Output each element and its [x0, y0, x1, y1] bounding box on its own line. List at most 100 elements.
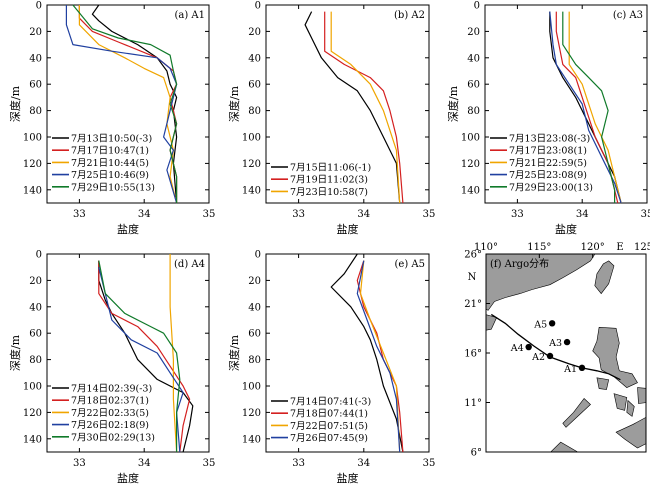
lon-tick-label: 110°: [474, 242, 498, 253]
argo-float-marker: [563, 338, 571, 346]
east-label: E: [616, 242, 623, 253]
y-tick-label: 40: [29, 53, 42, 64]
y-tick-label: 80: [467, 106, 480, 117]
panel-title: (c) A3: [613, 10, 643, 21]
x-tick-label: 35: [423, 209, 436, 220]
x-tick-label: 35: [203, 209, 216, 220]
series-line-2: [324, 11, 404, 204]
y-tick-label: 140: [461, 185, 480, 196]
legend-entry: 7月17日10:47(1): [71, 146, 149, 157]
y-tick-label: 60: [29, 329, 42, 340]
y-tick-label: 60: [29, 80, 42, 91]
x-tick-label: 34: [138, 458, 151, 469]
lon-tick-label: 120°: [581, 242, 605, 253]
y-tick-label: 80: [248, 106, 261, 117]
hainan-shape: [486, 314, 498, 331]
legend-entry: 7月22日02:33(5): [71, 408, 149, 419]
lat-tick-label: 16°: [464, 349, 482, 360]
series-line-1: [98, 260, 194, 453]
y-tick-label: 40: [467, 53, 480, 64]
north-label: N: [468, 272, 477, 283]
typhoon-track-line: [490, 313, 621, 381]
panel-title: (a) A1: [174, 10, 205, 21]
lon-tick-label: 125°: [634, 242, 650, 253]
x-tick-label: 33: [73, 458, 86, 469]
panel-b: 0 20 40 60 80 100 120 140 33 34 35 盐度 深度/m (b) A2 7月15…: [227, 1, 435, 237]
lat-tick-label: 11°: [464, 398, 482, 409]
legend-entry: 7月14日02:39(-3): [71, 384, 152, 395]
series-line-3: [359, 260, 401, 453]
legend-entry: 7月29日10:55(13): [71, 182, 155, 193]
x-tick-label: 34: [357, 458, 370, 469]
plot-frame: [265, 4, 430, 204]
y-tick-label: 140: [242, 434, 261, 445]
y-axis-label: 深度/m: [446, 85, 460, 122]
y-axis-label: 深度/m: [227, 334, 241, 371]
mindoro-shape: [596, 377, 610, 390]
series-line-3: [330, 11, 401, 204]
series-line-3: [169, 254, 178, 453]
plot-frame: [265, 253, 430, 453]
legend-entry: 7月29日23:00(13): [509, 182, 593, 193]
y-tick-label: 140: [23, 185, 42, 196]
y-tick-label: 0: [36, 250, 42, 261]
legend-entry: 7月18日02:37(1): [71, 396, 149, 407]
x-axis-label: 盐度: [117, 471, 139, 485]
series-line-1: [304, 11, 401, 204]
lat-tick-label: 6°: [471, 448, 482, 459]
panel-title: (d) A4: [174, 259, 205, 270]
argo-float-label: A5: [533, 319, 547, 330]
legend-entry: 7月17日23:08(1): [509, 146, 587, 157]
y-tick-label: 80: [29, 355, 42, 366]
x-axis-label: 盐度: [117, 222, 139, 236]
argo-float-label: A2: [531, 352, 545, 363]
series-line-4: [98, 267, 184, 453]
legend-entry: 7月22日07:51(5): [290, 421, 368, 432]
series-line-5: [72, 4, 178, 203]
argo-float-label: A1: [563, 364, 577, 375]
y-axis-label: 深度/m: [8, 85, 22, 122]
y-tick-label: 0: [36, 1, 42, 12]
series-line-2: [555, 11, 619, 204]
x-tick-label: 33: [73, 209, 86, 220]
panel-c: 0 20 40 60 80 100 120 140 33 34 35 盐度 深度/m (c) A3 7月13…: [446, 1, 650, 237]
y-tick-label: 120: [23, 159, 42, 170]
plot-frame: [484, 4, 648, 204]
series-line-2: [98, 260, 191, 453]
y-tick-label: 40: [248, 53, 261, 64]
argo-float-marker: [546, 352, 554, 360]
series-line-3: [568, 11, 622, 204]
luzon-shape: [592, 326, 638, 388]
y-tick-label: 40: [29, 302, 42, 313]
y-tick-label: 60: [248, 80, 261, 91]
lon-tick-label: 115°: [527, 242, 551, 253]
legend-entry: 7月19日11:02(3): [290, 175, 368, 186]
x-axis-label: 盐度: [337, 471, 359, 485]
y-tick-label: 120: [23, 408, 42, 419]
plot-frame: [46, 253, 210, 453]
legend-entry: 7月26日02:18(9): [71, 420, 149, 431]
x-tick-label: 35: [203, 458, 216, 469]
legend-entry: 7月21日22:59(5): [509, 158, 587, 169]
y-tick-label: 60: [467, 80, 480, 91]
y-tick-label: 100: [23, 382, 42, 393]
y-tick-label: 0: [474, 1, 480, 12]
y-tick-label: 100: [242, 382, 261, 393]
y-tick-label: 20: [248, 27, 261, 38]
series-line-2: [356, 260, 404, 453]
x-axis-label: 盐度: [337, 222, 359, 236]
y-tick-label: 0: [255, 1, 261, 12]
lat-tick-label: 26°: [464, 250, 482, 261]
y-tick-label: 120: [461, 159, 480, 170]
panel-d: 0 20 40 60 80 100 120 140 33 34 35 盐度 深度/m (d) A4 7月14…: [8, 250, 215, 485]
legend-entry: 7月18日07:44(1): [290, 409, 368, 420]
argo-float-label: A4: [510, 343, 524, 354]
panel-title: (e) A5: [395, 259, 425, 270]
legend-entry: 7月13日10:50(-3): [71, 134, 152, 145]
mainland-china-shape: [486, 254, 596, 311]
panel-e: 0 20 40 60 80 100 120 140 33 34 35 盐度 深度/m (e) A5 7月14…: [227, 250, 435, 485]
panel-title: (b) A2: [394, 10, 425, 21]
cebu-shape: [626, 399, 635, 417]
y-tick-label: 140: [242, 185, 261, 196]
legend-entry: 7月25日23:08(9): [509, 170, 587, 181]
